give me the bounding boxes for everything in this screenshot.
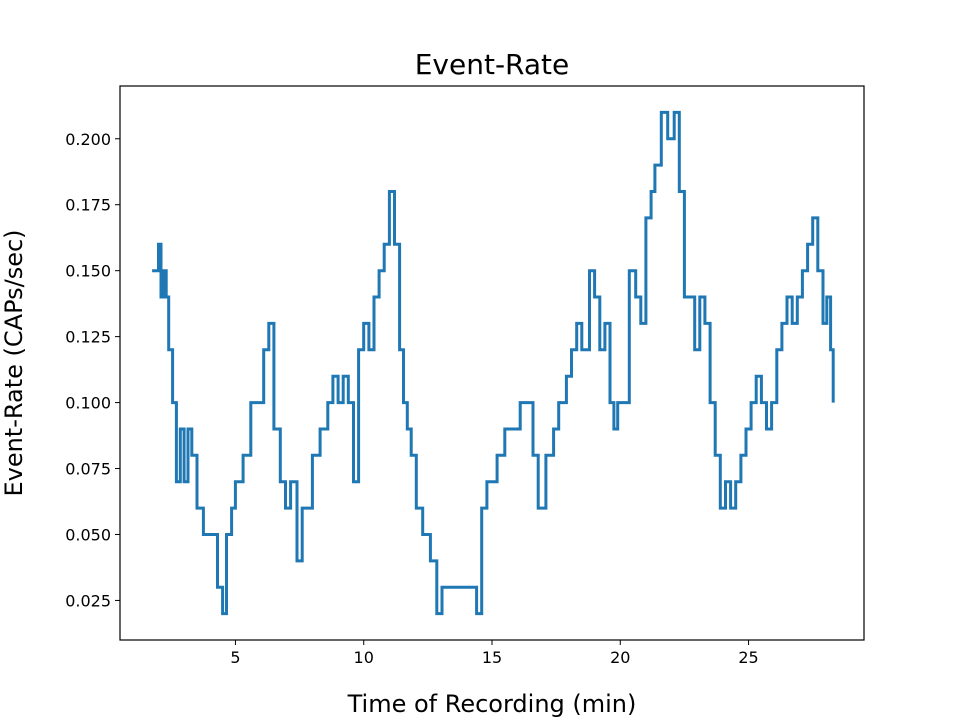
y-axis-label: Event-Rate (CAPs/sec): [0, 229, 28, 496]
y-tick-label: 0.150: [65, 262, 111, 281]
y-tick-label: 0.200: [65, 130, 111, 149]
series-line: [152, 110, 835, 616]
y-tick-label: 0.100: [65, 394, 111, 413]
y-tick-label: 0.075: [65, 460, 111, 479]
x-axis-label: Time of Recording (min): [347, 690, 637, 718]
x-tick-label: 25: [738, 648, 758, 667]
axes-frame: [119, 85, 865, 641]
axis-ticks: 5 10 15 20 25 0.025 0.050 0.075 0.100 0.125 0.150 0…: [65, 130, 759, 667]
y-tick-label: 0.175: [65, 196, 111, 215]
y-tick-label: 0.025: [65, 591, 111, 610]
y-tick-label: 0.125: [65, 328, 111, 347]
plot-area: [152, 110, 835, 616]
x-tick-label: 5: [230, 648, 240, 667]
y-tick-label: 0.050: [65, 525, 111, 544]
x-tick-label: 20: [610, 648, 630, 667]
x-tick-label: 10: [354, 648, 374, 667]
chart-title: Event-Rate: [415, 48, 570, 81]
x-tick-label: 15: [482, 648, 502, 667]
